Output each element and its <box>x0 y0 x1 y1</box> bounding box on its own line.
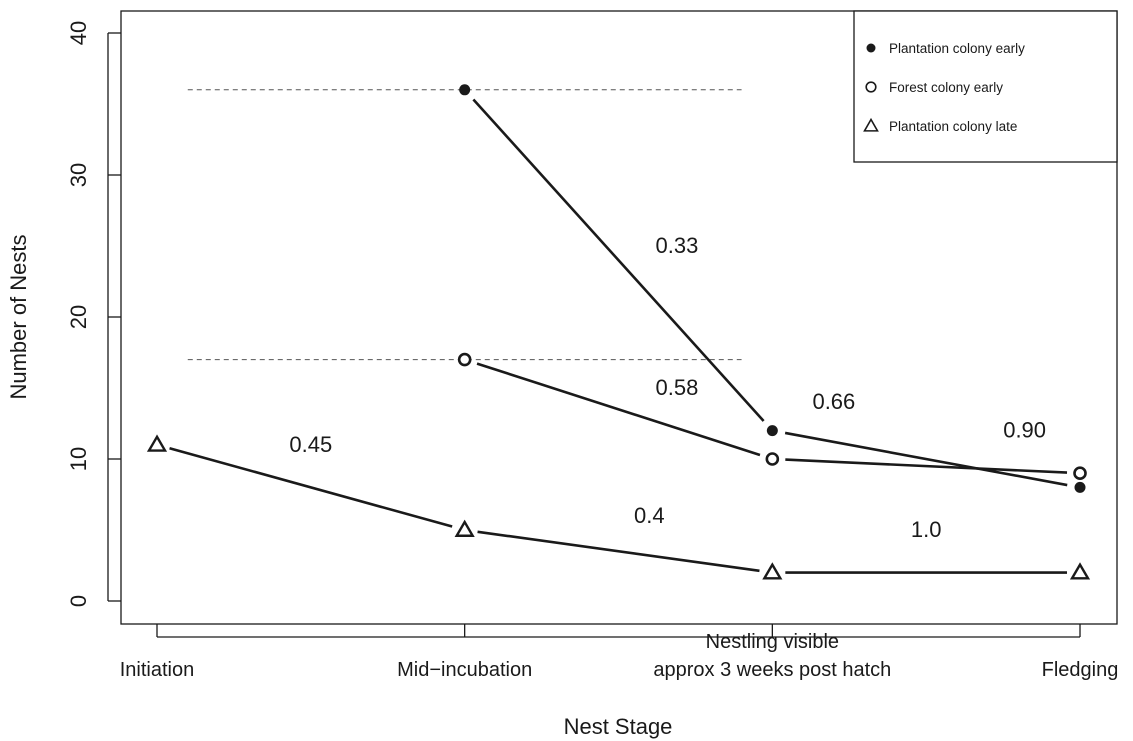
y-tick-label: 20 <box>66 305 91 329</box>
annotation-label: 0.58 <box>656 375 699 400</box>
data-point <box>146 434 168 452</box>
data-point <box>454 519 475 537</box>
annotation-label: 0.90 <box>1003 418 1046 443</box>
x-axis: Initiation Mid−incubation Nestling visible… <box>120 624 1119 681</box>
series-line <box>784 431 1068 487</box>
y-tick-label: 0 <box>66 595 91 607</box>
legend-label: Plantation colony late <box>889 119 1017 134</box>
data-point <box>1074 481 1086 493</box>
data-point <box>1073 466 1087 481</box>
annotation-label: 0.66 <box>812 389 855 414</box>
legend-marker <box>863 117 879 132</box>
series-filled-circle <box>459 84 1086 493</box>
legend-frame <box>853 10 1118 163</box>
data-point <box>457 352 472 367</box>
annotation-label: 0.4 <box>634 503 665 528</box>
x-tick-label: Mid−incubation <box>397 659 532 681</box>
series-layer <box>146 84 1091 580</box>
legend-label: Forest colony early <box>889 80 1003 95</box>
series-line <box>169 447 453 528</box>
x-axis-title: Nest Stage <box>564 714 673 739</box>
annotation-label: 0.33 <box>656 233 699 258</box>
series-line <box>476 362 761 457</box>
annotation-label: 1.0 <box>911 517 942 542</box>
series-line <box>785 458 1068 474</box>
y-axis-title: Number of Nests <box>6 234 31 399</box>
data-point <box>459 84 471 96</box>
y-axis: 0 10 20 30 40 <box>66 21 121 607</box>
data-point <box>766 425 778 437</box>
legend-item: Forest colony early <box>865 80 1003 95</box>
legend-item: Plantation colony late <box>863 117 1017 134</box>
data-point <box>765 452 780 466</box>
data-point <box>1069 562 1091 580</box>
annotation-label: 0.45 <box>289 432 332 457</box>
legend-item: Plantation colony early <box>866 41 1025 56</box>
x-tick-label: Initiation <box>120 659 195 681</box>
y-tick-label: 10 <box>66 447 91 471</box>
series-open-triangle <box>146 434 1091 580</box>
reference-lines <box>187 89 742 361</box>
legend-marker <box>866 43 876 53</box>
y-tick-label: 40 <box>66 21 91 45</box>
series-line <box>472 98 765 422</box>
legend-label: Plantation colony early <box>889 41 1025 56</box>
x-tick-label: Fledging <box>1042 659 1119 681</box>
series-open-circle <box>457 352 1087 481</box>
annotation-layer: 0.33 0.58 0.66 0.90 0.45 0.4 1.0 <box>289 233 1046 542</box>
legend-marker <box>865 81 877 93</box>
legend: Plantation colony early Forest colony ear… <box>853 10 1118 163</box>
x-tick-label: Nestling visible approx 3 weeks post hatc… <box>653 631 891 681</box>
y-tick-label: 30 <box>66 163 91 187</box>
series-line <box>477 530 760 573</box>
data-point <box>762 562 783 580</box>
